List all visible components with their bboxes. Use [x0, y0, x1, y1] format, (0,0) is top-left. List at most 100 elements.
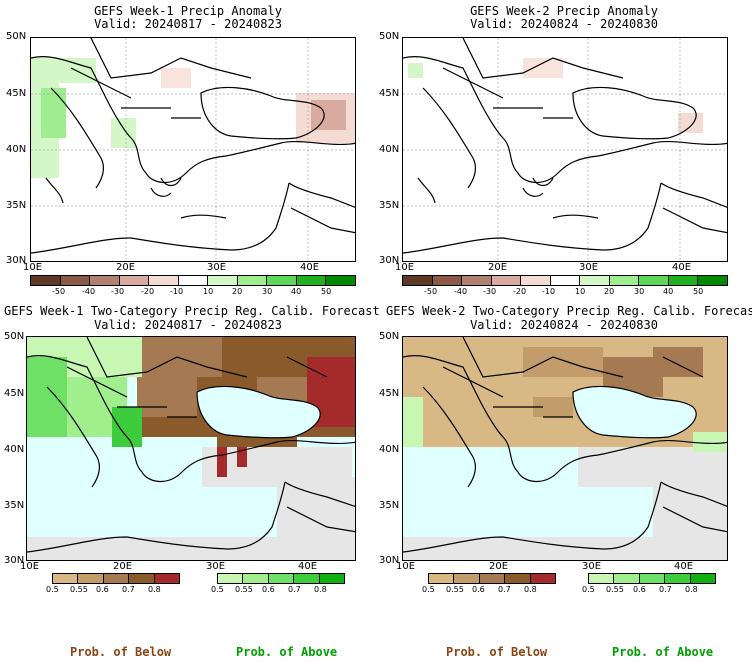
colorbar-label: 0.7: [288, 585, 301, 594]
lat-label: 30N: [379, 555, 400, 566]
colorbar-label: 50: [321, 287, 332, 296]
panel-week1-probability: GEFS Week-1 Two-Category Precip Reg. Cal…: [0, 300, 380, 662]
colorbar-label: -30: [111, 287, 125, 296]
panel-valid-dates: Valid: 20240817 - 20240823: [94, 318, 282, 332]
lat-label: 35N: [379, 200, 400, 211]
lat-label: 30N: [6, 255, 27, 266]
panel-title: GEFS Week-2 Two-Category Precip Reg. Cal…: [386, 304, 752, 318]
lon-label: 10E: [395, 262, 415, 273]
lat-label: 40N: [6, 144, 27, 155]
colorbar-label: 0.55: [235, 585, 253, 594]
lat-label: 30N: [379, 255, 400, 266]
prob-below-label: Prob. of Below: [70, 645, 172, 659]
colorbar-label: -30: [483, 287, 497, 296]
prob-above-label: Prob. of Above: [236, 645, 338, 659]
colorbar-label: -10: [170, 287, 184, 296]
map-drawing: [27, 337, 355, 560]
lat-label: 45N: [379, 88, 400, 99]
colorbar-label: 0.8: [685, 585, 698, 594]
colorbar-label: -10: [542, 287, 556, 296]
below-colorbar: [52, 573, 180, 584]
colorbar-label: 10: [575, 287, 586, 296]
lon-label: 20E: [113, 561, 133, 572]
colorbar-label: 0.6: [472, 585, 485, 594]
lat-label: 50N: [6, 31, 27, 42]
lat-label: 45N: [4, 388, 25, 399]
lon-label: 10E: [396, 561, 416, 572]
colorbar-label: 0.8: [148, 585, 161, 594]
colorbar-label: 30: [634, 287, 645, 296]
panel-week2-probability: GEFS Week-2 Two-Category Precip Reg. Cal…: [376, 300, 752, 662]
panel-title: GEFS Week-2 Precip Anomaly: [470, 4, 658, 18]
colorbar-label: -20: [513, 287, 527, 296]
lat-label: 45N: [6, 88, 27, 99]
lon-label: 30E: [207, 262, 227, 273]
lat-label: 50N: [4, 331, 25, 342]
lon-label: 10E: [23, 262, 43, 273]
map-drawing: [31, 38, 355, 261]
colorbar-label: 0.5: [422, 585, 435, 594]
colorbar-label: 0.6: [262, 585, 275, 594]
lat-label: 50N: [379, 331, 400, 342]
colorbar-label: 0.5: [46, 585, 59, 594]
panel-valid-dates: Valid: 20240824 - 20240830: [470, 318, 658, 332]
lon-label: 40E: [300, 262, 320, 273]
lat-label: 35N: [6, 200, 27, 211]
colorbar-label: 0.55: [70, 585, 88, 594]
probability-map: [402, 336, 728, 561]
colorbar-label: -50: [52, 287, 66, 296]
lat-label: 35N: [4, 500, 25, 511]
above-colorbar: [217, 573, 345, 584]
colorbar-label: 0.7: [498, 585, 511, 594]
lon-label: 20E: [489, 561, 509, 572]
colorbar-label: -40: [82, 287, 96, 296]
anomaly-map: [30, 37, 356, 262]
colorbar-label: 0.55: [606, 585, 624, 594]
lat-label: 40N: [4, 444, 25, 455]
lon-label: 30E: [579, 262, 599, 273]
lon-label: 20E: [116, 262, 136, 273]
anomaly-colorbar: [30, 275, 356, 286]
colorbar-label: 0.55: [446, 585, 464, 594]
colorbar-label: 0.8: [314, 585, 327, 594]
lon-label: 40E: [674, 561, 694, 572]
below-colorbar: [428, 573, 556, 584]
lon-label: 30E: [206, 561, 226, 572]
panel-title: GEFS Week-1 Precip Anomaly: [94, 4, 282, 18]
colorbar-label: 0.7: [122, 585, 135, 594]
colorbar-label: 0.7: [659, 585, 672, 594]
map-drawing: [403, 38, 727, 261]
panel-week2-anomaly: GEFS Week-2 Precip Anomaly Valid: 202408…: [376, 0, 752, 300]
panel-valid-dates: Valid: 20240817 - 20240823: [94, 17, 282, 31]
lon-label: 10E: [20, 561, 40, 572]
lon-label: 20E: [488, 262, 508, 273]
colorbar-label: 0.6: [96, 585, 109, 594]
colorbar-label: 30: [262, 287, 273, 296]
colorbar-label: 0.5: [582, 585, 595, 594]
panel-week1-anomaly: GEFS Week-1 Precip Anomaly Valid: 202408…: [0, 0, 376, 300]
colorbar-label: -50: [424, 287, 438, 296]
probability-map: [26, 336, 356, 561]
anomaly-colorbar: [402, 275, 728, 286]
lat-label: 35N: [379, 500, 400, 511]
anomaly-map: [402, 37, 728, 262]
lon-label: 30E: [582, 561, 602, 572]
colorbar-label: 10: [203, 287, 214, 296]
map-drawing: [403, 337, 727, 560]
lat-label: 30N: [4, 555, 25, 566]
lat-label: 40N: [379, 144, 400, 155]
lat-label: 40N: [379, 444, 400, 455]
colorbar-label: 20: [604, 287, 615, 296]
colorbar-label: 0.8: [524, 585, 537, 594]
prob-above-label: Prob. of Above: [612, 645, 714, 659]
above-colorbar: [588, 573, 716, 584]
lat-label: 50N: [379, 31, 400, 42]
colorbar-label: -40: [454, 287, 468, 296]
colorbar-label: -20: [141, 287, 155, 296]
colorbar-label: 50: [693, 287, 704, 296]
colorbar-label: 0.6: [633, 585, 646, 594]
lon-label: 40E: [672, 262, 692, 273]
colorbar-label: 0.5: [211, 585, 224, 594]
colorbar-label: 20: [232, 287, 243, 296]
prob-below-label: Prob. of Below: [446, 645, 548, 659]
